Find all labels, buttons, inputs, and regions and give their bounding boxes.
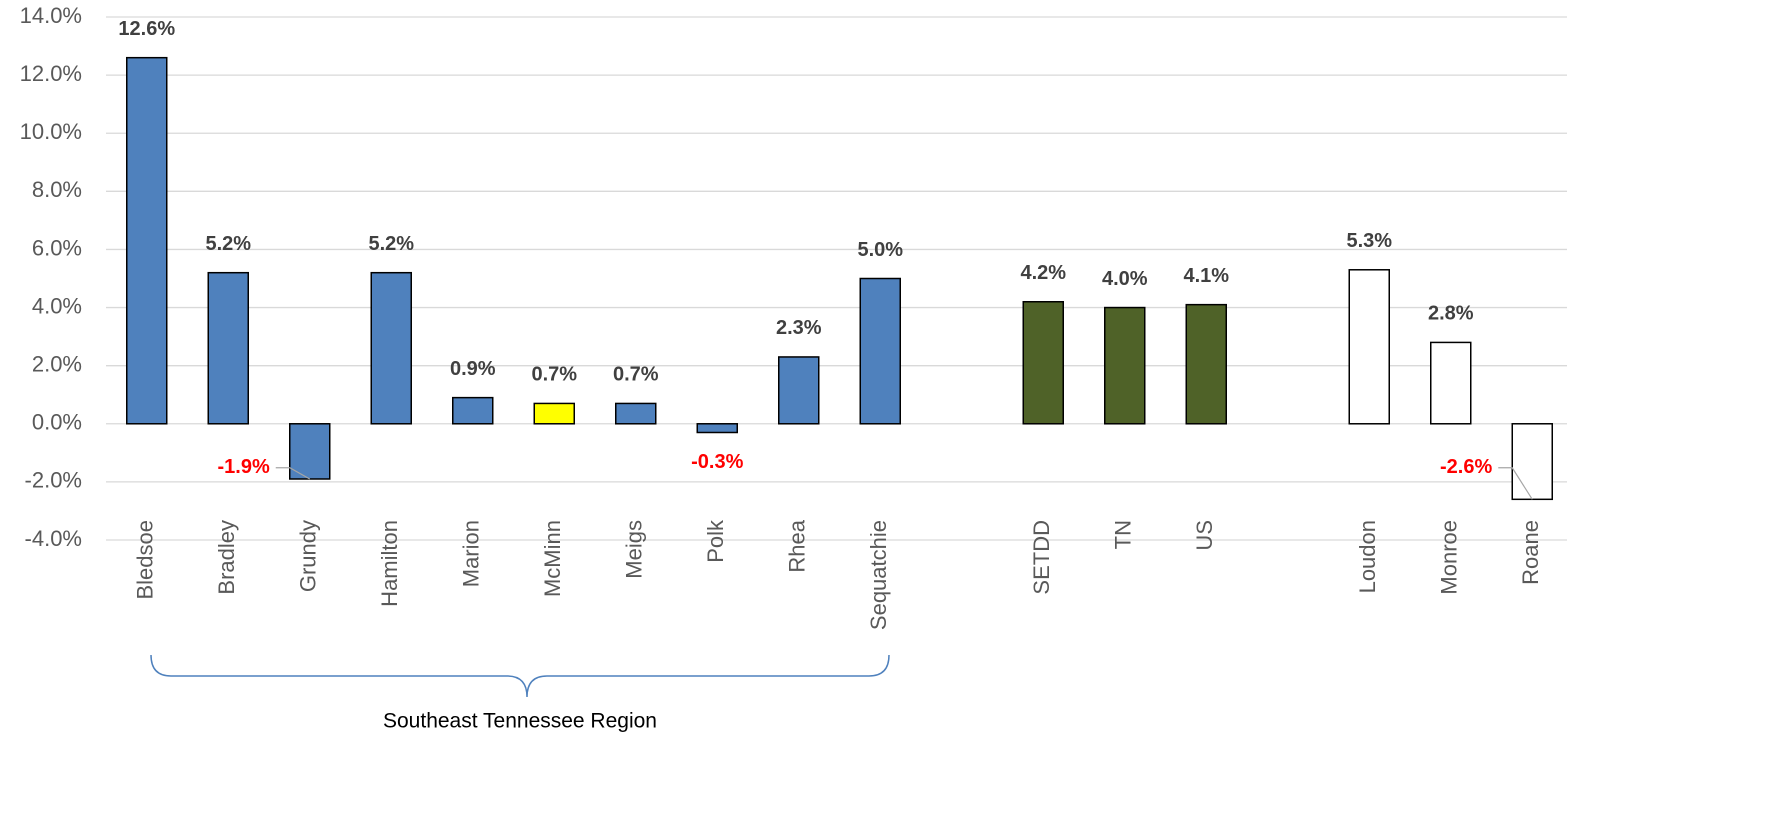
bar bbox=[1348, 269, 1390, 425]
value-label: -0.3% bbox=[691, 451, 743, 473]
value-label: 4.2% bbox=[1020, 262, 1066, 284]
region-label: Southeast Tennessee Region bbox=[383, 710, 657, 733]
x-tick-label: US bbox=[1192, 520, 1217, 551]
value-label: 5.2% bbox=[368, 233, 414, 255]
y-tick-label: -4.0% bbox=[25, 526, 82, 551]
x-tick-label: McMinn bbox=[540, 520, 565, 597]
value-label: 0.7% bbox=[531, 364, 577, 386]
x-tick-label: Rhea bbox=[785, 519, 810, 572]
y-tick-label: 8.0% bbox=[32, 177, 82, 202]
value-label: 5.3% bbox=[1346, 230, 1392, 252]
y-tick-label: 10.0% bbox=[20, 119, 82, 144]
bar bbox=[615, 402, 657, 425]
bar bbox=[696, 423, 738, 434]
value-label: -1.9% bbox=[218, 456, 270, 478]
y-tick-label: 6.0% bbox=[32, 235, 82, 260]
value-label: 12.6% bbox=[118, 18, 175, 40]
bar bbox=[289, 423, 331, 480]
bar bbox=[126, 56, 168, 425]
x-tick-label: Polk bbox=[703, 519, 728, 563]
x-tick-label: Bledsoe bbox=[133, 520, 158, 600]
y-tick-label: 0.0% bbox=[32, 410, 82, 435]
x-tick-label: Loudon bbox=[1355, 520, 1380, 593]
bar bbox=[778, 356, 820, 425]
value-label: 2.8% bbox=[1428, 303, 1474, 325]
y-tick-label: 12.0% bbox=[20, 61, 82, 86]
bar bbox=[1430, 341, 1472, 425]
x-tick-label: SETDD bbox=[1029, 520, 1054, 595]
value-label: 0.9% bbox=[450, 358, 496, 380]
x-tick-label: Bradley bbox=[214, 520, 239, 595]
y-tick-label: 14.0% bbox=[20, 3, 82, 28]
value-label: 4.0% bbox=[1102, 268, 1148, 290]
bar bbox=[207, 271, 249, 425]
y-tick-label: -2.0% bbox=[25, 468, 82, 493]
leader-line bbox=[1498, 467, 1533, 500]
value-label: 5.0% bbox=[857, 239, 903, 261]
leader-line bbox=[275, 467, 311, 480]
x-tick-label: Grundy bbox=[296, 520, 321, 592]
y-tick-label: 4.0% bbox=[32, 293, 82, 318]
bar bbox=[859, 277, 901, 425]
x-tick-label: TN bbox=[1111, 520, 1136, 549]
x-tick-label: Sequatchie bbox=[866, 520, 891, 630]
x-tick-label: Monroe bbox=[1437, 520, 1462, 595]
bar bbox=[452, 396, 494, 425]
region-brace bbox=[150, 654, 890, 698]
bar bbox=[1511, 423, 1553, 501]
value-label: 0.7% bbox=[613, 364, 659, 386]
value-label: 4.1% bbox=[1183, 265, 1229, 287]
value-label: 2.3% bbox=[776, 317, 822, 339]
bar bbox=[1022, 300, 1064, 425]
value-label: 5.2% bbox=[205, 233, 251, 255]
bar bbox=[370, 271, 412, 425]
x-tick-label: Roane bbox=[1518, 520, 1543, 585]
bar bbox=[1104, 306, 1146, 425]
value-label: -2.6% bbox=[1440, 456, 1492, 478]
bar bbox=[533, 402, 575, 425]
y-tick-label: 2.0% bbox=[32, 351, 82, 376]
x-tick-label: Hamilton bbox=[377, 520, 402, 607]
x-tick-label: Marion bbox=[459, 520, 484, 587]
bar bbox=[1185, 303, 1227, 425]
x-tick-label: Meigs bbox=[622, 520, 647, 579]
